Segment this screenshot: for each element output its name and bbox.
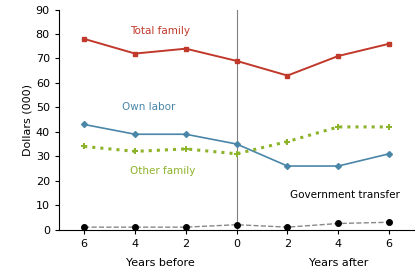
Text: Own labor: Own labor: [122, 102, 176, 112]
Text: Government transfer: Government transfer: [290, 190, 400, 200]
Y-axis label: Dollars (000): Dollars (000): [23, 83, 33, 156]
Text: Years after: Years after: [309, 258, 368, 268]
Text: Other family: Other family: [130, 166, 195, 176]
Text: Years before: Years before: [126, 258, 195, 268]
Text: Total family: Total family: [130, 26, 190, 36]
